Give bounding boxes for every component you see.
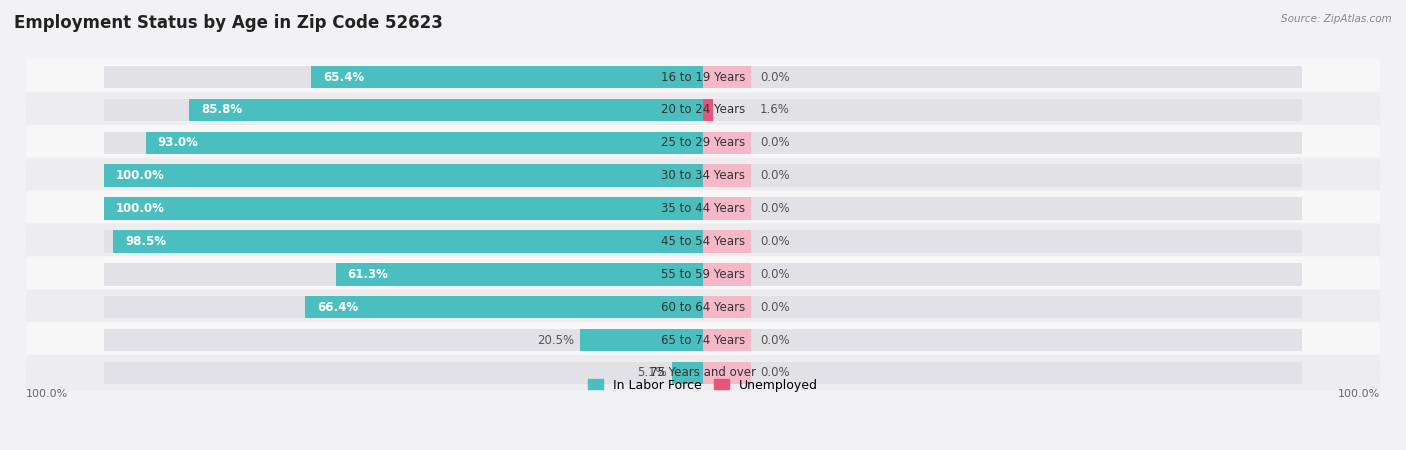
Bar	[104, 131, 703, 154]
Text: 100.0%: 100.0%	[27, 389, 69, 399]
Bar	[104, 198, 703, 220]
Text: 25 to 29 Years: 25 to 29 Years	[661, 136, 745, 149]
Text: Source: ZipAtlas.com: Source: ZipAtlas.com	[1281, 14, 1392, 23]
Text: 98.5%: 98.5%	[125, 235, 166, 248]
Bar	[703, 362, 751, 384]
Text: 93.0%: 93.0%	[157, 136, 198, 149]
Bar	[703, 329, 751, 351]
Bar	[703, 362, 1302, 384]
Bar	[703, 230, 751, 252]
Bar	[104, 165, 703, 187]
FancyBboxPatch shape	[25, 256, 1381, 292]
Bar	[336, 263, 703, 285]
Text: 0.0%: 0.0%	[759, 366, 790, 379]
Text: 60 to 64 Years: 60 to 64 Years	[661, 301, 745, 314]
Text: 30 to 34 Years: 30 to 34 Years	[661, 169, 745, 182]
FancyBboxPatch shape	[25, 59, 1381, 95]
Bar	[703, 230, 1302, 252]
Text: 1.6%: 1.6%	[759, 104, 790, 117]
Bar	[703, 66, 1302, 88]
Bar	[104, 230, 703, 252]
FancyBboxPatch shape	[25, 223, 1381, 260]
Text: 65 to 74 Years: 65 to 74 Years	[661, 333, 745, 346]
FancyBboxPatch shape	[25, 92, 1381, 128]
FancyBboxPatch shape	[25, 289, 1381, 325]
Bar	[703, 329, 1302, 351]
Text: 20.5%: 20.5%	[537, 333, 574, 346]
Text: 100.0%: 100.0%	[115, 169, 165, 182]
Bar	[104, 329, 703, 351]
Bar	[703, 131, 751, 154]
Text: 0.0%: 0.0%	[759, 301, 790, 314]
Bar	[146, 131, 703, 154]
Text: 0.0%: 0.0%	[759, 333, 790, 346]
Text: Employment Status by Age in Zip Code 52623: Employment Status by Age in Zip Code 526…	[14, 14, 443, 32]
Text: 100.0%: 100.0%	[1337, 389, 1379, 399]
Text: 16 to 19 Years: 16 to 19 Years	[661, 71, 745, 84]
Bar	[305, 296, 703, 319]
FancyBboxPatch shape	[25, 125, 1381, 161]
Text: 0.0%: 0.0%	[759, 235, 790, 248]
Text: 85.8%: 85.8%	[201, 104, 242, 117]
Text: 65.4%: 65.4%	[323, 71, 364, 84]
Text: 45 to 54 Years: 45 to 54 Years	[661, 235, 745, 248]
Text: 0.0%: 0.0%	[759, 136, 790, 149]
Text: 0.0%: 0.0%	[759, 268, 790, 281]
Bar	[672, 362, 703, 384]
Text: 66.4%: 66.4%	[318, 301, 359, 314]
FancyBboxPatch shape	[25, 190, 1381, 227]
Bar	[581, 329, 703, 351]
Text: 75 Years and over: 75 Years and over	[650, 366, 756, 379]
Bar	[104, 198, 703, 220]
FancyBboxPatch shape	[25, 355, 1381, 391]
Bar	[703, 263, 1302, 285]
Bar	[104, 263, 703, 285]
Bar	[703, 296, 751, 319]
Text: 100.0%: 100.0%	[115, 202, 165, 215]
Bar	[703, 198, 751, 220]
Text: 0.0%: 0.0%	[759, 169, 790, 182]
FancyBboxPatch shape	[25, 322, 1381, 358]
Bar	[703, 296, 1302, 319]
Bar	[188, 99, 703, 121]
Bar	[703, 131, 1302, 154]
Bar	[104, 165, 703, 187]
Bar	[703, 66, 751, 88]
Bar	[703, 263, 751, 285]
Bar	[703, 198, 1302, 220]
Legend: In Labor Force, Unemployed: In Labor Force, Unemployed	[583, 374, 823, 396]
Bar	[112, 230, 703, 252]
Text: 35 to 44 Years: 35 to 44 Years	[661, 202, 745, 215]
Text: 20 to 24 Years: 20 to 24 Years	[661, 104, 745, 117]
Bar	[104, 362, 703, 384]
Bar	[703, 99, 1302, 121]
Text: 55 to 59 Years: 55 to 59 Years	[661, 268, 745, 281]
Text: 0.0%: 0.0%	[759, 202, 790, 215]
Text: 61.3%: 61.3%	[347, 268, 388, 281]
Bar	[311, 66, 703, 88]
Text: 5.1%: 5.1%	[637, 366, 666, 379]
Bar	[104, 296, 703, 319]
FancyBboxPatch shape	[25, 158, 1381, 194]
Bar	[703, 99, 713, 121]
Bar	[104, 66, 703, 88]
Text: 0.0%: 0.0%	[759, 71, 790, 84]
Bar	[703, 165, 1302, 187]
Bar	[703, 165, 751, 187]
Bar	[104, 99, 703, 121]
